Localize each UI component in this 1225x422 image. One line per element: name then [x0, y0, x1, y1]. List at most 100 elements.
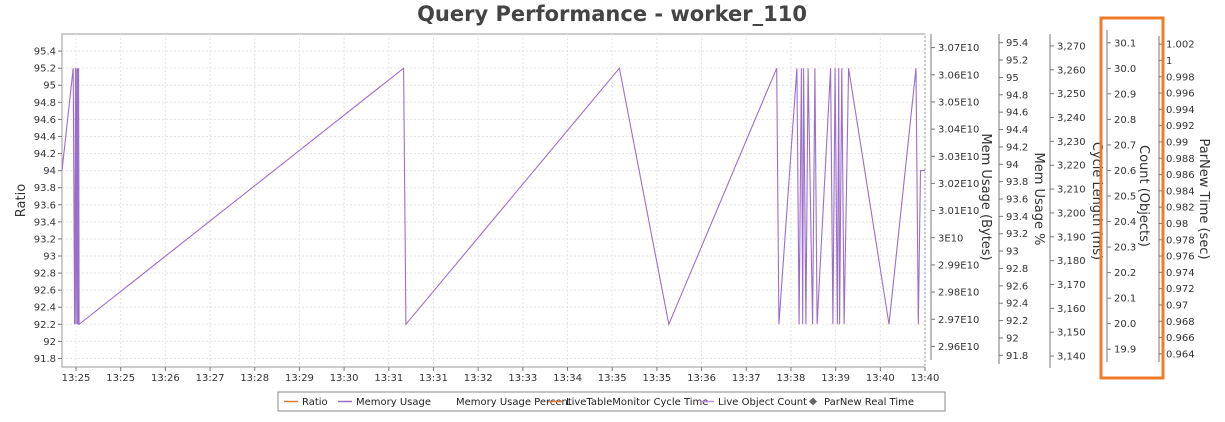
parnew-tick-label: 0.986 [1166, 170, 1195, 181]
ratio-tick-label: 93 [43, 252, 56, 263]
count-tick-label: 20.6 [1114, 166, 1136, 177]
mem-bytes-tick-label: 2.99E10 [938, 260, 979, 271]
mem-pct-tick-label: 93.4 [1006, 212, 1028, 223]
ratio-tick-label: 94 [43, 166, 56, 177]
mem-bytes-tick-label: 3.05E10 [938, 97, 979, 108]
cycle-tick-label: 3,180 [1057, 256, 1086, 267]
plot-area [61, 33, 926, 368]
count-tick-label: 20.9 [1114, 89, 1136, 100]
mem-pct-tick-label: 95 [1006, 73, 1019, 84]
legend-item-label: Memory Usage Percent [456, 397, 572, 408]
legend-item-label: ParNew Real Time [824, 397, 914, 408]
mem-pct-tick-label: 92 [1006, 333, 1019, 344]
cycle-tick-label: 3,170 [1057, 280, 1086, 291]
x-tick-label: 13:27 [196, 373, 225, 384]
ratio-axis-label: Ratio [14, 184, 29, 217]
x-tick-label: 13:31 [374, 373, 403, 384]
ratio-tick-label: 93.8 [34, 183, 56, 194]
cycle-tick-label: 3,220 [1057, 161, 1086, 172]
mem-bytes-tick-label: 3E10 [938, 233, 963, 244]
mem-pct-tick-label: 92.6 [1006, 281, 1028, 292]
mem-bytes-tick-label: 3.04E10 [938, 125, 979, 136]
count-tick-label: 20.3 [1114, 243, 1136, 254]
legend: Ratio Memory Usage Memory Usage PercentLiv… [277, 391, 946, 412]
mem-pct-tick-label: 93.2 [1006, 229, 1028, 240]
cycle-tick-label: 3,190 [1057, 232, 1086, 243]
ratio-tick-label: 95.2 [34, 64, 56, 75]
x-tick-label: 13:32 [464, 373, 493, 384]
x-tick-label: 13:34 [553, 373, 582, 384]
count-tick-label: 19.9 [1114, 345, 1136, 356]
mem-pct-tick-label: 94.6 [1006, 108, 1028, 119]
mem-pct-tick-label: 94.2 [1006, 142, 1028, 153]
parnew-tick-label: 0.998 [1166, 72, 1195, 83]
count-tick-label: 20.7 [1114, 140, 1136, 151]
count-axis-label: Count (Objects) [1136, 145, 1151, 247]
legend-swatch-diamond [809, 397, 817, 406]
mem-pct-tick-label: 94.8 [1006, 90, 1028, 101]
mem-bytes-tick-label: 2.97E10 [938, 315, 979, 326]
count-tick-label: 20.4 [1114, 217, 1136, 228]
x-tick-label: 13:29 [285, 373, 314, 384]
highlight-box [1099, 16, 1165, 380]
ratio-tick-label: 92 [43, 337, 56, 348]
x-tick-label: 13:35 [598, 373, 627, 384]
parnew-tick-label: 0.982 [1166, 203, 1195, 214]
ratio-tick-label: 94.8 [34, 98, 56, 109]
mem-bytes-tick-label: 3.01E10 [938, 206, 979, 217]
x-tick-label: 13:25 [62, 373, 91, 384]
ratio-tick-label: 95.4 [34, 47, 56, 58]
ratio-tick-label: 94.6 [34, 115, 56, 126]
mem-pct-tick-label: 95.2 [1006, 56, 1028, 67]
parnew-tick-label: 0.984 [1166, 186, 1195, 197]
x-tick-label: 13:33 [508, 373, 537, 384]
x-tick-label: 13:40 [866, 373, 895, 384]
mem-pct-tick-label: 95.4 [1006, 38, 1028, 49]
ratio-tick-label: 91.8 [34, 354, 56, 365]
x-tick-label: 13:30 [330, 373, 359, 384]
parnew-tick-label: 0.976 [1166, 252, 1195, 263]
parnew-tick-label: 0.996 [1166, 89, 1195, 100]
mem-pct-axis-label: Mem Usage % [1031, 153, 1046, 246]
x-tick-label: 13:31 [419, 373, 448, 384]
mem-pct-tick-label: 94.4 [1006, 125, 1028, 136]
mem-bytes-tick-label: 3.07E10 [938, 43, 979, 54]
x-tick-label: 13:26 [151, 373, 180, 384]
ratio-tick-label: 94.4 [34, 132, 56, 143]
legend-item-label: LiveTableMonitor Cycle Time [566, 397, 708, 408]
cycle-tick-label: 3,270 [1057, 41, 1086, 52]
ratio-tick-label: 93.2 [34, 234, 56, 245]
cycle-tick-label: 3,200 [1057, 208, 1086, 219]
mem-pct-tick-label: 92.8 [1006, 264, 1028, 275]
x-tick-label: 13:35 [642, 373, 671, 384]
count-tick-label: 20.1 [1114, 294, 1136, 305]
cycle-tick-label: 3,250 [1057, 89, 1086, 100]
x-tick-label: 13:28 [240, 373, 269, 384]
mem-pct-tick-label: 94 [1006, 160, 1019, 171]
parnew-tick-label: 0.972 [1166, 284, 1195, 295]
ratio-tick-label: 92.2 [34, 320, 56, 331]
ratio-tick-label: 93.4 [34, 217, 56, 228]
count-tick-label: 30.1 [1114, 38, 1136, 49]
mem-pct-tick-label: 93.6 [1006, 195, 1028, 206]
parnew-tick-label: 1.002 [1166, 40, 1195, 51]
chart-title: Query Performance - worker_110 [417, 2, 807, 26]
cycle-tick-label: 3,260 [1057, 65, 1086, 76]
ratio-tick-label: 94.2 [34, 149, 56, 160]
legend-box [277, 391, 946, 412]
x-tick-label: 13:39 [821, 373, 850, 384]
parnew-tick-label: 0.99 [1166, 137, 1188, 148]
ratio-tick-label: 92.6 [34, 286, 56, 297]
parnew-tick-label: 0.964 [1166, 349, 1195, 360]
count-tick-label: 20.8 [1114, 115, 1136, 126]
legend-item-label: Live Object Count [718, 397, 807, 408]
parnew-tick-label: 0.974 [1166, 268, 1195, 279]
x-tick-label: 13:36 [687, 373, 716, 384]
mem-pct-tick-label: 91.8 [1006, 351, 1028, 362]
count-tick-label: 20.2 [1114, 268, 1136, 279]
x-tick-label: 13:38 [777, 373, 806, 384]
parnew-tick-label: 0.978 [1166, 235, 1195, 246]
x-tick-label: 13:40 [911, 373, 940, 384]
mem-pct-tick-label: 92.4 [1006, 299, 1028, 310]
count-tick-label: 30.0 [1114, 64, 1136, 75]
